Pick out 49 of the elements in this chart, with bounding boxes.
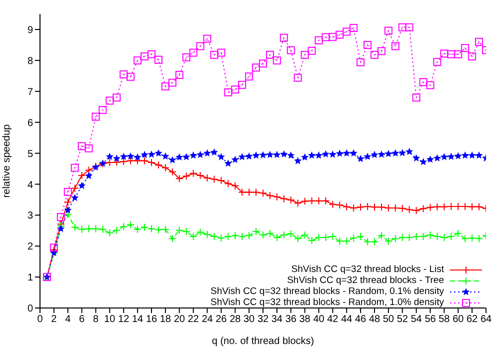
y-tick-label: 0 bbox=[27, 304, 34, 315]
x-tick-label: 28 bbox=[230, 314, 242, 326]
legend-label: ShVish CC q=32 thread blocks - Random, 0.1% density bbox=[210, 286, 444, 297]
x-tick-label: 30 bbox=[244, 314, 256, 326]
x-tick-label: 48 bbox=[368, 314, 380, 326]
x-tick-label: 16 bbox=[146, 314, 158, 326]
x-tick-label: 50 bbox=[382, 314, 394, 326]
x-tick-label: 40 bbox=[313, 314, 325, 326]
x-tick-label: 46 bbox=[355, 314, 367, 326]
x-tick-label: 24 bbox=[202, 314, 214, 326]
x-tick-label: 2 bbox=[51, 314, 58, 326]
x-tick-label: 64 bbox=[480, 314, 492, 326]
x-tick-label: 36 bbox=[285, 314, 297, 326]
x-tick-label: 20 bbox=[174, 314, 186, 326]
x-tick-label: 14 bbox=[132, 314, 144, 326]
y-tick-label: 8 bbox=[27, 56, 34, 67]
x-tick-label: 58 bbox=[438, 314, 450, 326]
x-tick-label: 4 bbox=[65, 314, 72, 326]
y-tick-label: 2 bbox=[27, 242, 34, 253]
y-tick-label: 3 bbox=[27, 210, 34, 222]
x-tick-label: 6 bbox=[79, 314, 86, 326]
y-tick-label: 1 bbox=[27, 272, 34, 284]
y-tick-label: 6 bbox=[27, 118, 34, 129]
y-tick-label: 7 bbox=[27, 86, 34, 98]
x-tick-label: 54 bbox=[410, 314, 422, 326]
x-tick-label: 0 bbox=[37, 314, 44, 326]
y-tick-label: 4 bbox=[27, 180, 34, 191]
y-tick-label: 5 bbox=[27, 148, 34, 160]
x-tick-label: 32 bbox=[257, 314, 269, 326]
x-tick-label: 52 bbox=[396, 314, 408, 326]
x-tick-label: 56 bbox=[424, 314, 436, 326]
x-tick-label: 10 bbox=[104, 314, 116, 326]
y-axis-title: relative speedup bbox=[2, 124, 13, 198]
x-tick-label: 42 bbox=[327, 314, 339, 326]
x-tick-label: 44 bbox=[341, 314, 353, 326]
x-tick-label: 34 bbox=[271, 314, 283, 326]
x-tick-label: 38 bbox=[299, 314, 311, 326]
x-axis-title: q (no. of thread blocks) bbox=[212, 336, 314, 347]
x-tick-label: 22 bbox=[188, 314, 200, 326]
y-tick-label: 9 bbox=[27, 25, 34, 36]
x-tick-label: 62 bbox=[466, 314, 478, 326]
legend-label: ShVish CC q=32 thread blocks - Random, 1.0% density bbox=[210, 297, 444, 308]
x-tick-label: 8 bbox=[92, 314, 99, 326]
x-tick-label: 60 bbox=[452, 314, 464, 326]
legend-label: ShVish CC q=32 thread blocks - Tree bbox=[287, 275, 444, 286]
x-tick-label: 12 bbox=[118, 314, 130, 326]
legend-label: ShVish CC q=32 thread blocks - List bbox=[291, 264, 444, 275]
x-tick-label: 18 bbox=[160, 314, 172, 326]
x-tick-label: 26 bbox=[216, 314, 228, 326]
